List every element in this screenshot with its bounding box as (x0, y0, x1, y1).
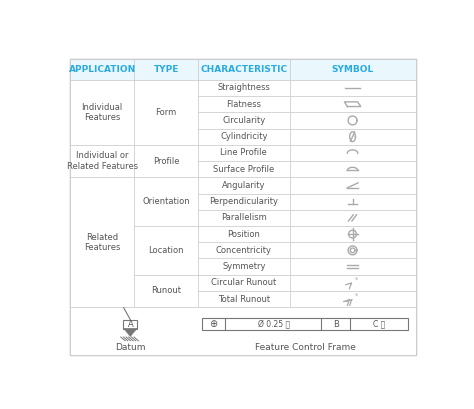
Text: C Ⓜ: C Ⓜ (373, 319, 385, 328)
Bar (202, 318, 408, 330)
Text: Symmetry: Symmetry (222, 262, 265, 271)
Bar (198, 161, 290, 177)
Bar (198, 226, 290, 242)
Text: Orientation: Orientation (142, 197, 190, 206)
Text: Ø 0.25 Ⓜ: Ø 0.25 Ⓜ (257, 319, 290, 328)
Bar (134, 145, 198, 177)
Bar (290, 161, 416, 177)
Bar (198, 258, 290, 275)
Text: Perpendicularity: Perpendicularity (210, 197, 278, 206)
Text: APPLICATION: APPLICATION (69, 65, 136, 74)
Text: Total Runout: Total Runout (218, 294, 270, 303)
Bar (290, 193, 416, 210)
Bar (198, 291, 290, 307)
Bar (290, 128, 416, 145)
Text: Cylindricity: Cylindricity (220, 132, 267, 141)
Text: ⊕: ⊕ (210, 319, 218, 329)
Text: Related
Features: Related Features (84, 233, 120, 252)
Bar (198, 58, 290, 80)
Bar (198, 242, 290, 258)
Text: Straightness: Straightness (218, 83, 270, 92)
Polygon shape (124, 328, 137, 336)
Text: Feature Control Frame: Feature Control Frame (255, 343, 356, 352)
Bar (198, 128, 290, 145)
Text: Location: Location (148, 246, 184, 255)
Text: Profile: Profile (153, 157, 179, 166)
Bar (290, 210, 416, 226)
Bar (290, 291, 416, 307)
Text: *: * (356, 293, 359, 299)
Bar (290, 275, 416, 291)
Text: Flatness: Flatness (226, 100, 261, 109)
Bar (70, 145, 134, 177)
Text: Datum: Datum (115, 343, 146, 352)
Bar (198, 96, 290, 112)
Bar (290, 112, 416, 128)
Text: Line Profile: Line Profile (220, 148, 267, 157)
Bar (198, 112, 290, 128)
Text: A: A (128, 319, 133, 328)
Bar (290, 242, 416, 258)
Bar (198, 177, 290, 193)
Bar (290, 58, 416, 80)
Bar (70, 307, 416, 355)
Bar (198, 210, 290, 226)
Text: Circular Runout: Circular Runout (211, 279, 276, 288)
Bar (290, 145, 416, 161)
Bar (290, 258, 416, 275)
Bar (198, 80, 290, 96)
Text: Position: Position (228, 229, 260, 238)
Bar (198, 275, 290, 291)
Text: Individual
Features: Individual Features (82, 103, 123, 122)
Text: CHARACTERISTIC: CHARACTERISTIC (200, 65, 287, 74)
Text: SYMBOL: SYMBOL (331, 65, 374, 74)
Text: TYPE: TYPE (154, 65, 179, 74)
Bar (290, 80, 416, 96)
Bar (198, 193, 290, 210)
Text: B: B (333, 319, 339, 328)
Text: Surface Profile: Surface Profile (213, 165, 274, 174)
Text: Angularity: Angularity (222, 181, 265, 190)
Text: Circularity: Circularity (222, 116, 265, 125)
Bar (70, 80, 134, 145)
Bar (134, 177, 198, 226)
Bar (290, 96, 416, 112)
Bar (290, 226, 416, 242)
Text: Form: Form (155, 108, 177, 117)
Bar (134, 58, 198, 80)
Bar (70, 177, 134, 307)
Text: Concentricity: Concentricity (216, 246, 272, 255)
Bar (70, 58, 134, 80)
Text: Individual or
Related Features: Individual or Related Features (67, 151, 138, 171)
Bar (134, 226, 198, 275)
Bar (123, 320, 137, 328)
Bar (134, 275, 198, 307)
Bar (290, 177, 416, 193)
Text: Runout: Runout (151, 286, 181, 295)
Text: *: * (355, 276, 358, 283)
Text: Parallelism: Parallelism (221, 213, 267, 222)
Bar (134, 80, 198, 145)
Bar (198, 145, 290, 161)
